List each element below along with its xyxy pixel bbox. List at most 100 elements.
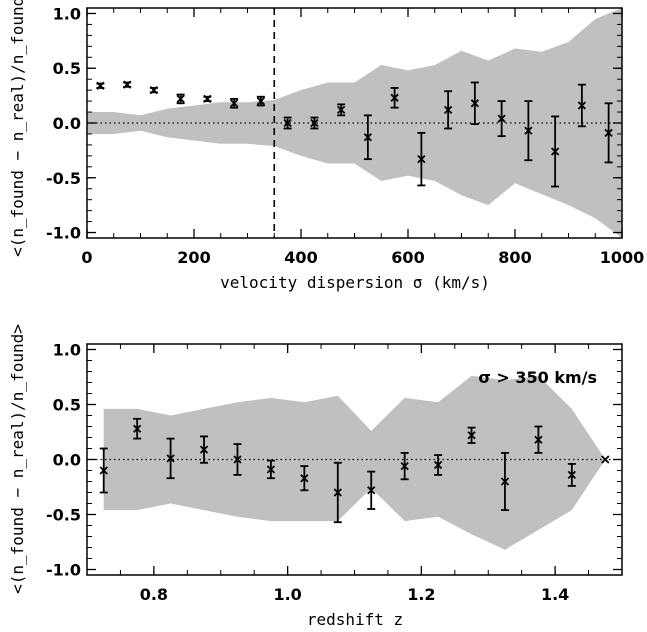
data-point [467, 426, 476, 444]
x-marker [417, 155, 426, 164]
data-point [203, 94, 212, 104]
x-marker [577, 101, 587, 110]
data-point [367, 470, 376, 510]
y-tick-label: -0.5 [46, 169, 81, 188]
x-marker [133, 424, 142, 433]
y-tick-label: 0.5 [53, 59, 81, 78]
x-marker [99, 466, 108, 475]
x-tick-label: 1.4 [541, 585, 569, 604]
data-point [122, 80, 132, 89]
data-point [500, 451, 510, 512]
top-chart-panel: 0 200 400 600 800 1000 -1.0 -0.5 0.0 0.5 1.0 velo… [8, 0, 644, 292]
data-point [266, 459, 276, 480]
y-tick-label: -0.5 [46, 506, 81, 525]
x-marker [96, 81, 105, 90]
scatter-band [87, 8, 622, 238]
x-marker [390, 93, 399, 102]
x-marker [467, 431, 476, 440]
data-point [417, 131, 426, 187]
data-point [363, 114, 373, 161]
x-tick-label: 800 [498, 248, 531, 267]
x-tick-label: 0.8 [140, 585, 168, 604]
x-marker [497, 114, 506, 123]
x-tick-label: 1.0 [273, 585, 301, 604]
x-tick-label: 600 [391, 248, 424, 267]
x-marker [524, 126, 533, 135]
x-marker [283, 118, 292, 128]
x-marker [470, 99, 480, 108]
x-marker [176, 94, 185, 104]
y-tick-labels: -1.0 -0.5 0.0 0.5 1.0 [46, 4, 81, 242]
x-tick-label: 0 [81, 248, 92, 267]
x-tick-label: 200 [177, 248, 210, 267]
data-point [524, 100, 533, 162]
data-point [166, 437, 175, 480]
data-point [229, 98, 239, 109]
data-point [149, 86, 159, 95]
sigma-annotation: σ > 350 km/s [478, 368, 597, 387]
data-point [333, 461, 342, 524]
data-point [310, 116, 319, 130]
data-point [176, 93, 185, 105]
x-marker [336, 105, 346, 114]
x-marker [300, 474, 309, 483]
x-marker [601, 455, 610, 464]
x-marker [567, 470, 576, 480]
axis-ticks [86, 344, 623, 575]
x-marker [166, 454, 175, 463]
x-marker [433, 460, 443, 470]
x-marker [333, 488, 342, 497]
x-marker [229, 99, 239, 108]
x-marker [550, 147, 560, 156]
y-tick-label: -1.0 [46, 224, 81, 243]
y-axis-title: <(n_found − n_real)/n_found> [8, 324, 27, 594]
x-tick-labels: 0.8 1.0 1.2 1.4 [140, 585, 570, 604]
x-marker [500, 477, 510, 486]
x-marker [256, 96, 266, 106]
y-tick-label: -1.0 [46, 561, 81, 580]
x-marker [367, 486, 376, 495]
y-tick-label: 1.0 [53, 4, 81, 23]
data-point [96, 81, 105, 90]
y-tick-label: 0.0 [53, 114, 81, 133]
data-point [300, 465, 309, 492]
data-point [256, 95, 266, 107]
data-point [390, 87, 399, 109]
data-point [497, 100, 506, 138]
x-marker [363, 133, 373, 142]
data-point [283, 116, 292, 130]
y-tick-label: 0.5 [53, 396, 81, 415]
x-tick-labels: 0 200 400 600 800 1000 [81, 248, 644, 267]
data-point [336, 103, 346, 117]
data-point [443, 90, 453, 130]
data-point [470, 81, 480, 125]
bottom-chart-panel: 0.8 1.0 1.2 1.4 -1.0 -0.5 0.0 0.5 1.0 σ > 350 k… [8, 324, 623, 629]
data-point [433, 454, 443, 476]
x-marker [400, 461, 409, 471]
data-point [199, 435, 209, 464]
data-point [577, 83, 587, 128]
data-point [567, 462, 576, 487]
x-marker [203, 94, 212, 104]
x-axis-title: velocity dispersion σ (km/s) [220, 273, 490, 292]
x-tick-label: 400 [284, 248, 317, 267]
data-point [99, 447, 108, 494]
data-points [99, 417, 610, 524]
data-point [550, 115, 560, 188]
x-marker [199, 445, 209, 454]
x-marker [310, 118, 319, 128]
y-tick-label: 1.0 [53, 341, 81, 360]
y-tick-label: 0.0 [53, 451, 81, 470]
data-points [96, 80, 613, 188]
scatter-band [103, 375, 606, 550]
data-point [534, 425, 543, 454]
x-marker [266, 465, 276, 474]
data-point [604, 102, 613, 164]
data-point [133, 417, 142, 440]
x-tick-label: 1000 [600, 248, 645, 267]
data-point [601, 455, 610, 464]
data-point [233, 443, 242, 476]
x-marker [233, 455, 242, 464]
x-marker [443, 105, 453, 114]
